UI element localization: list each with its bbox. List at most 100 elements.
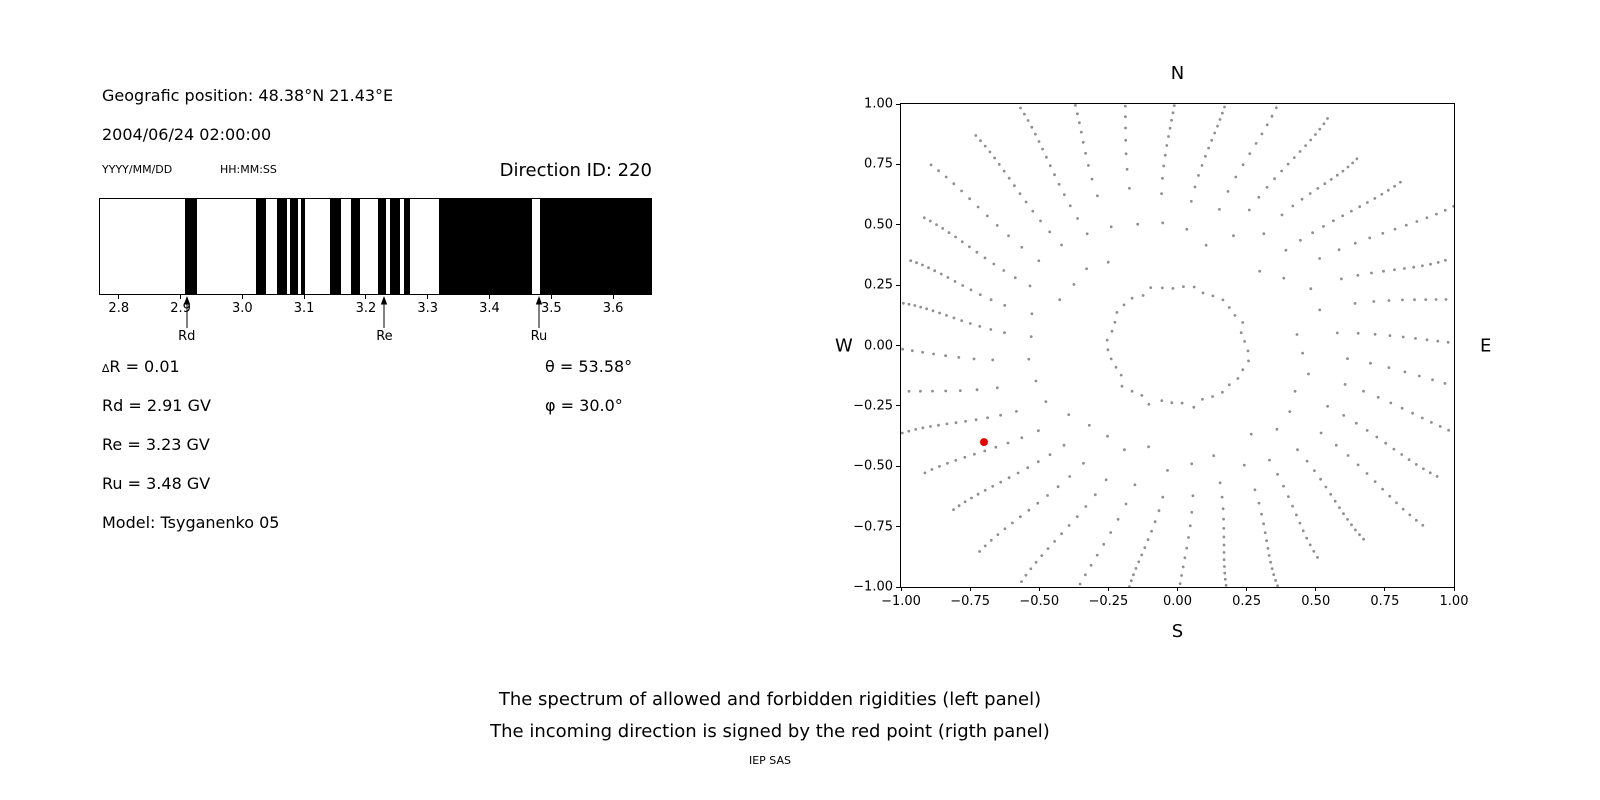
asymptotic-dot <box>1030 125 1034 129</box>
asymptotic-dot <box>1067 524 1071 527</box>
y-tick-label: 0.75 <box>864 156 893 172</box>
x-tick-label: −0.25 <box>1088 594 1129 609</box>
forbidden-band <box>350 199 360 294</box>
asymptotic-dot <box>1354 528 1357 532</box>
asymptotic-dot <box>1132 573 1135 577</box>
rigidity-x-tick <box>241 295 243 299</box>
asymptotic-dot <box>1322 122 1326 126</box>
rd-value-label: Rd = 2.91 GV <box>102 396 211 415</box>
asymptotic-dot <box>921 263 924 267</box>
asymptotic-dot <box>1430 421 1433 424</box>
asymptotic-dot <box>973 452 976 456</box>
x-tick-label: −0.50 <box>1019 594 1060 609</box>
asymptotic-dot <box>978 550 981 553</box>
asymptotic-dot <box>1075 515 1079 518</box>
ring-dot <box>1227 383 1231 387</box>
asymptotic-dot <box>1312 549 1316 553</box>
asymptotic-direction-plot: 1.00 0.75 0.50 0.25 0.00 −0.25 −0.50 −0.75 −1.00… <box>835 63 1491 642</box>
asymptotic-dot <box>1221 111 1224 115</box>
asymptotic-dot <box>1029 567 1033 571</box>
rigidity-x-tick <box>180 295 182 299</box>
asymptotic-dot <box>1062 443 1066 447</box>
asymptotic-dot <box>1157 509 1161 513</box>
y-axis-ticks <box>896 103 900 588</box>
asymptotic-dot <box>1282 276 1286 280</box>
asymptotic-dot <box>1134 567 1138 570</box>
forbidden-band <box>184 199 197 294</box>
asymptotic-dot <box>1048 230 1052 234</box>
asymptotic-dot <box>1431 378 1434 382</box>
asymptotic-dot <box>1392 447 1396 451</box>
asymptotic-dot <box>945 422 949 426</box>
asymptotic-dot <box>915 261 918 265</box>
asymptotic-dot <box>1029 335 1033 338</box>
asymptotic-dot <box>1109 225 1113 229</box>
asymptotic-dot <box>1263 531 1267 534</box>
incoming-direction-point <box>980 438 988 447</box>
asymptotic-dot <box>1292 156 1296 159</box>
rigidity-x-tick <box>365 295 367 299</box>
forbidden-band <box>403 199 411 294</box>
date-format-hint: YYYY/MM/DD <box>102 163 173 176</box>
datetime-label: 2004/06/24 02:00:00 <box>102 125 272 144</box>
asymptotic-dot <box>1260 132 1264 136</box>
asymptotic-dot <box>1165 144 1169 147</box>
asymptotic-dot <box>1078 121 1081 125</box>
asymptotic-dot <box>1068 204 1072 208</box>
asymptotic-dot <box>944 175 948 179</box>
asymptotic-dot <box>1334 443 1338 447</box>
asymptotic-dot <box>1048 164 1052 168</box>
x-tick-label: 0.00 <box>1163 594 1192 609</box>
asymptotic-dot <box>1346 165 1350 169</box>
asymptotic-dot <box>1286 162 1290 166</box>
ring-dot <box>1211 395 1214 398</box>
asymptotic-dot <box>1413 298 1416 302</box>
ring-dot <box>1201 397 1204 401</box>
asymptotic-dot <box>944 354 947 358</box>
asymptotic-dot <box>1316 556 1319 559</box>
asymptotic-dot <box>1340 277 1343 281</box>
ring-dot <box>1141 294 1145 297</box>
asymptotic-dot <box>1128 186 1131 190</box>
ring-dot <box>1114 365 1118 369</box>
asymptotic-dot <box>1056 485 1060 489</box>
asymptotic-dot <box>921 426 925 430</box>
asymptotic-dot <box>1322 225 1325 228</box>
ring-dot <box>1239 331 1243 335</box>
asymptotic-dot <box>937 423 940 427</box>
re-value-label: Re = 3.23 GV <box>102 435 210 454</box>
asymptotic-dot <box>1274 106 1278 110</box>
ring-dot <box>1160 399 1164 402</box>
asymptotic-dot <box>1039 219 1042 223</box>
asymptotic-dot <box>1337 248 1341 252</box>
asymptotic-dot <box>1013 184 1016 188</box>
y-tick <box>896 345 900 346</box>
rigidity-x-tick-label: 3.0 <box>232 301 253 316</box>
asymptotic-dot <box>1188 524 1192 528</box>
asymptotic-dot <box>1443 208 1447 212</box>
credit-label: IEP SAS <box>748 754 792 767</box>
forbidden-band <box>330 199 341 294</box>
asymptotic-dot <box>1222 543 1226 547</box>
asymptotic-dot <box>1222 535 1226 539</box>
forbidden-band <box>289 199 299 294</box>
asymptotic-dot <box>1002 169 1006 173</box>
asymptotic-dot <box>1223 571 1227 575</box>
asymptotic-dot <box>968 197 971 201</box>
asymptotic-dot <box>1265 539 1268 543</box>
asymptotic-dot <box>1060 243 1063 247</box>
asymptotic-dot <box>1030 312 1034 316</box>
asymptotic-dot <box>1185 546 1189 550</box>
asymptotic-dot <box>931 309 935 313</box>
x-tick <box>969 587 971 591</box>
asymptotic-dot <box>975 388 979 392</box>
asymptotic-dot <box>1161 495 1165 499</box>
asymptotic-dot <box>1342 414 1346 417</box>
asymptotic-dot <box>1003 527 1007 531</box>
asymptotic-dot <box>974 418 978 422</box>
asymptotic-dot <box>1291 504 1294 508</box>
asymptotic-dot <box>1266 546 1270 550</box>
asymptotic-dot <box>1403 267 1406 270</box>
rigidity-x-tick-label: 3.4 <box>479 301 500 316</box>
asymptotic-dot <box>1273 177 1276 181</box>
